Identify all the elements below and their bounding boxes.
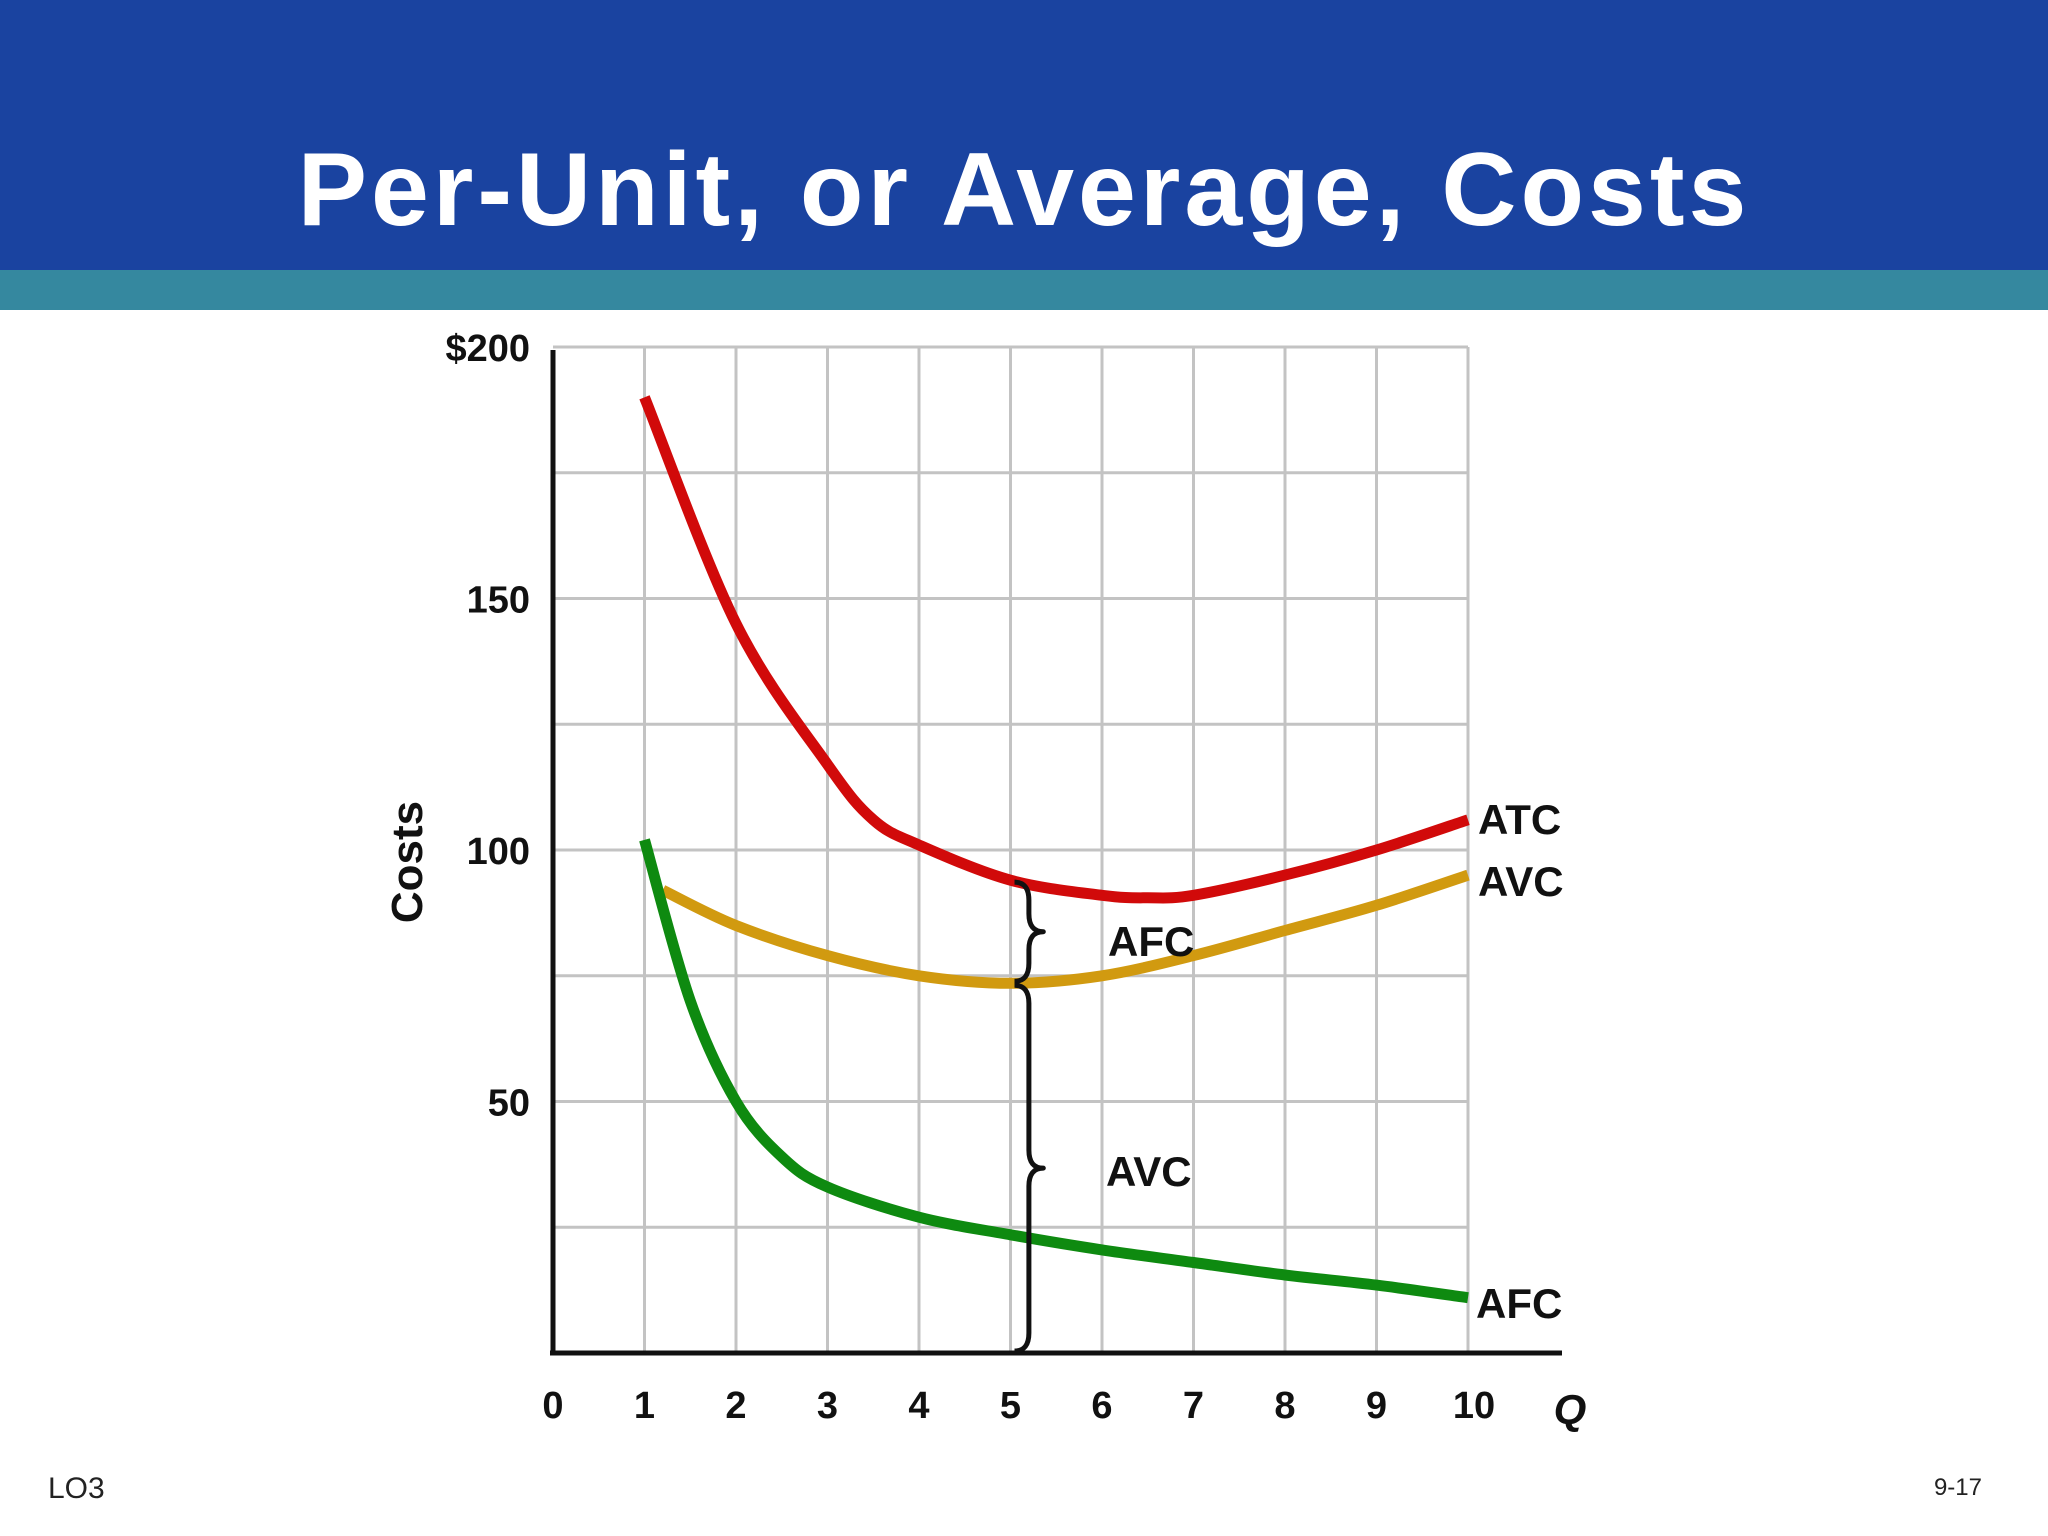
afc-brace-label: AFC (1108, 918, 1194, 965)
atc-series-label: ATC (1478, 796, 1561, 843)
x-tick-label: 5 (1000, 1385, 1021, 1427)
y-tick-label: 50 (488, 1083, 530, 1125)
x-tick-label: 0 (542, 1385, 563, 1427)
x-tick-label: 9 (1366, 1385, 1387, 1427)
x-tick-label: 2 (725, 1385, 746, 1427)
avc-series-label: AVC (1478, 858, 1564, 905)
x-tick-label: 8 (1274, 1385, 1295, 1427)
y-tick-label: 150 (467, 580, 530, 622)
avc-curve (660, 869, 1470, 989)
series (639, 395, 1470, 1304)
x-tick-label: 3 (817, 1385, 838, 1427)
y-tick-label: $200 (445, 328, 530, 370)
x-tick-label: 10 (1453, 1385, 1495, 1427)
braces (1014, 879, 1046, 1354)
x-tick-label: 7 (1183, 1385, 1204, 1427)
avc-brace (1014, 982, 1046, 1354)
afc-curve (639, 838, 1469, 1304)
labels: Costs Q ATC AVC AFC AFC AVC (383, 796, 1586, 1434)
y-tick-label: 100 (467, 831, 530, 873)
atc-curve (639, 395, 1470, 904)
slide-number: 9-17 (1933, 1474, 1982, 1501)
slide-title: Per-Unit, or Average, Costs (297, 132, 1751, 248)
learning-objective-label: LO3 (48, 1472, 105, 1505)
x-tick-label: 4 (908, 1385, 929, 1427)
y-axis-title: Costs (383, 801, 432, 923)
title-accent-stripe (0, 270, 2048, 310)
x-tick-label: 6 (1091, 1385, 1112, 1427)
title-bar (0, 0, 2048, 270)
grid (553, 345, 1470, 1353)
afc-brace (1014, 879, 1046, 984)
x-tick-label: 1 (634, 1385, 655, 1427)
tick-labels: 0 1 2 3 4 5 6 7 8 9 10 $200 150 100 50 (445, 328, 1495, 1427)
avc-brace-label: AVC (1106, 1148, 1192, 1195)
axes (550, 350, 1562, 1356)
afc-series-label: AFC (1476, 1280, 1562, 1327)
x-axis-title: Q (1554, 1386, 1587, 1434)
